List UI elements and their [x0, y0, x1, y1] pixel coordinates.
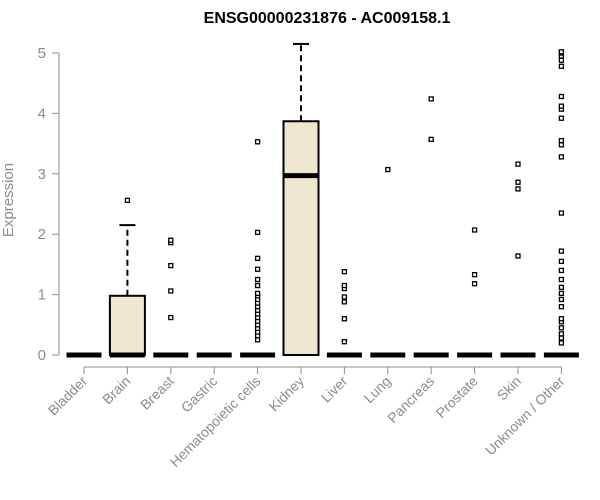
- y-tick-label: 2: [38, 226, 46, 243]
- outlier-point: [254, 139, 261, 145]
- y-tick-label: 4: [38, 105, 46, 122]
- outlier-point: [558, 210, 565, 216]
- outlier-point: [558, 335, 565, 341]
- outlier-point: [254, 266, 261, 272]
- outlier-point: [558, 154, 565, 160]
- box-iqr: [282, 120, 320, 356]
- outlier-point: [558, 248, 565, 254]
- outlier-point: [558, 142, 565, 148]
- x-tick-label: Bladder: [45, 373, 91, 419]
- outlier-point: [471, 272, 478, 278]
- outlier-point: [558, 57, 565, 63]
- y-tick-label: 1: [38, 287, 46, 304]
- outlier-point: [428, 96, 434, 102]
- outlier-point: [558, 258, 565, 265]
- outlier-point: [558, 331, 565, 337]
- outlier-point: [558, 103, 565, 109]
- outlier-point: [168, 288, 174, 294]
- outlier-point: [558, 63, 565, 69]
- outlier-point: [471, 281, 478, 287]
- outlier-point: [515, 179, 521, 185]
- box-group: [457, 227, 493, 358]
- outlier-point: [254, 282, 261, 289]
- box-group: [543, 49, 579, 358]
- outlier-point: [341, 282, 348, 289]
- outlier-point: [341, 316, 348, 322]
- box-iqr: [108, 294, 146, 357]
- outlier-point: [471, 227, 478, 233]
- outlier-point: [558, 93, 565, 100]
- box-group: [500, 161, 536, 358]
- box-group: [240, 139, 276, 358]
- outlier-point: [168, 262, 174, 269]
- outlier-point: [341, 339, 348, 345]
- outlier-point: [558, 316, 565, 322]
- outlier-point: [341, 294, 348, 300]
- outlier-point: [515, 161, 521, 167]
- chart-title: ENSG00000231876 - AC009158.1: [204, 10, 451, 27]
- outlier-point: [558, 137, 565, 144]
- outlier-point: [515, 253, 521, 259]
- outlier-point: [428, 136, 434, 143]
- x-tick-label: Kidney: [266, 373, 308, 415]
- x-tick-label: Skin: [494, 373, 525, 404]
- outlier-point: [341, 299, 348, 305]
- x-tick-label: Lung: [361, 373, 394, 406]
- box-group: [413, 96, 449, 358]
- y-axis: 0 1 2 3 4 5: [38, 45, 60, 364]
- x-tick-label: Unknown / Other: [482, 373, 568, 459]
- box-group: [370, 166, 406, 358]
- x-tick-label: Breast: [137, 373, 177, 413]
- outlier-point: [254, 337, 261, 343]
- outlier-point: [515, 186, 521, 192]
- outlier-point: [558, 325, 565, 331]
- outlier-point: [254, 255, 261, 262]
- outlier-point: [254, 290, 261, 297]
- y-axis-label: Expression: [0, 163, 17, 237]
- outlier-point: [558, 340, 565, 346]
- y-tick-label: 3: [38, 166, 46, 183]
- y-tick-label: 5: [38, 45, 46, 62]
- outlier-point: [124, 197, 131, 204]
- box-group: [282, 42, 320, 356]
- plot-area: [66, 42, 579, 358]
- outlier-point: [254, 276, 261, 283]
- x-tick-label: Brain: [99, 373, 133, 407]
- x-tick-label: Prostate: [433, 373, 481, 421]
- outlier-point: [558, 284, 565, 291]
- y-tick-label: 0: [38, 347, 46, 364]
- outlier-point: [558, 304, 565, 310]
- box-group: [108, 197, 146, 358]
- outlier-point: [558, 290, 565, 297]
- outlier-point: [558, 296, 565, 303]
- box-group: [153, 237, 189, 358]
- outlier-point: [168, 237, 174, 243]
- x-tick-label: Liver: [318, 373, 351, 406]
- x-tick-label: Gastric: [178, 373, 221, 416]
- outlier-point: [558, 115, 565, 121]
- outlier-point: [385, 166, 391, 173]
- x-tick-label: Pancreas: [384, 373, 437, 426]
- box-group: [326, 268, 362, 358]
- outlier-point: [341, 268, 348, 275]
- outlier-point: [168, 314, 174, 321]
- outlier-point: [254, 229, 261, 236]
- outlier-point: [558, 49, 565, 55]
- outlier-point: [558, 267, 565, 274]
- outlier-point: [558, 276, 565, 283]
